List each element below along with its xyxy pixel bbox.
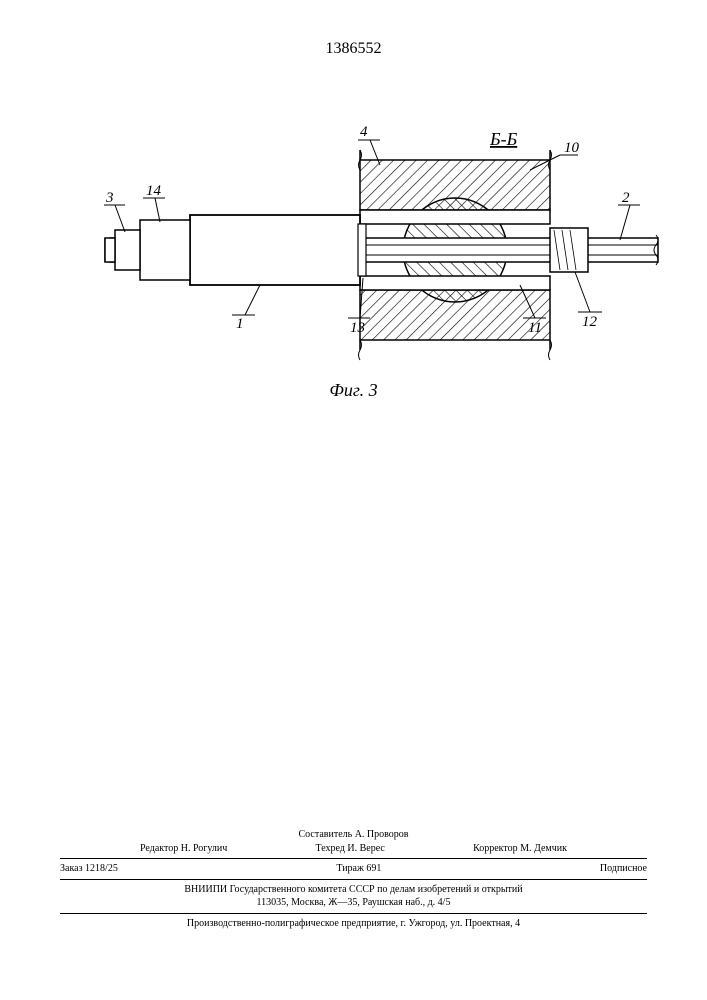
imprint-podpisnoe: Подписное <box>600 862 647 876</box>
washer-13 <box>358 224 366 276</box>
callout-1: 1 <box>236 316 244 332</box>
imprint-block: Составитель А. Проворов Редактор Н. Рогу… <box>60 828 647 930</box>
imprint-corrector: Корректор М. Демчик <box>473 842 567 856</box>
section-label: Б-Б <box>489 129 518 149</box>
callout-4: 4 <box>360 124 368 140</box>
callout-12: 12 <box>582 314 598 330</box>
figure-caption: Фиг. 3 <box>0 380 707 401</box>
callout-11: 11 <box>528 320 542 336</box>
callout-10: 10 <box>564 140 580 156</box>
imprint-press: Производственно-полиграфическое предприя… <box>60 917 647 931</box>
imprint-editor: Редактор Н. Рогулич <box>140 842 227 856</box>
callout-13: 13 <box>350 320 365 336</box>
callout-2: 2 <box>622 190 630 206</box>
imprint-tirazh: Тираж 691 <box>336 862 381 876</box>
left-collar <box>140 220 190 280</box>
sleeve-body <box>190 215 360 285</box>
imprint-order: Заказ 1218/25 <box>60 862 118 876</box>
callout-3: 3 <box>105 190 114 206</box>
right-nut <box>550 228 588 272</box>
left-nut <box>115 230 140 270</box>
technical-figure: Б-Б 4 10 3 14 1 13 11 12 <box>60 120 660 380</box>
imprint-techred: Техред И. Верес <box>315 842 384 856</box>
imprint-vniipi1: ВНИИПИ Государственного комитета СССР по… <box>60 883 647 897</box>
figure-svg: Б-Б 4 10 3 14 1 13 11 12 <box>60 120 660 380</box>
imprint-vniipi2: 113035, Москва, Ж—35, Раушская наб., д. … <box>60 896 647 910</box>
callout-14: 14 <box>146 183 162 199</box>
imprint-compiler: Составитель А. Проворов <box>60 828 647 842</box>
page-number: 1386552 <box>0 40 707 58</box>
